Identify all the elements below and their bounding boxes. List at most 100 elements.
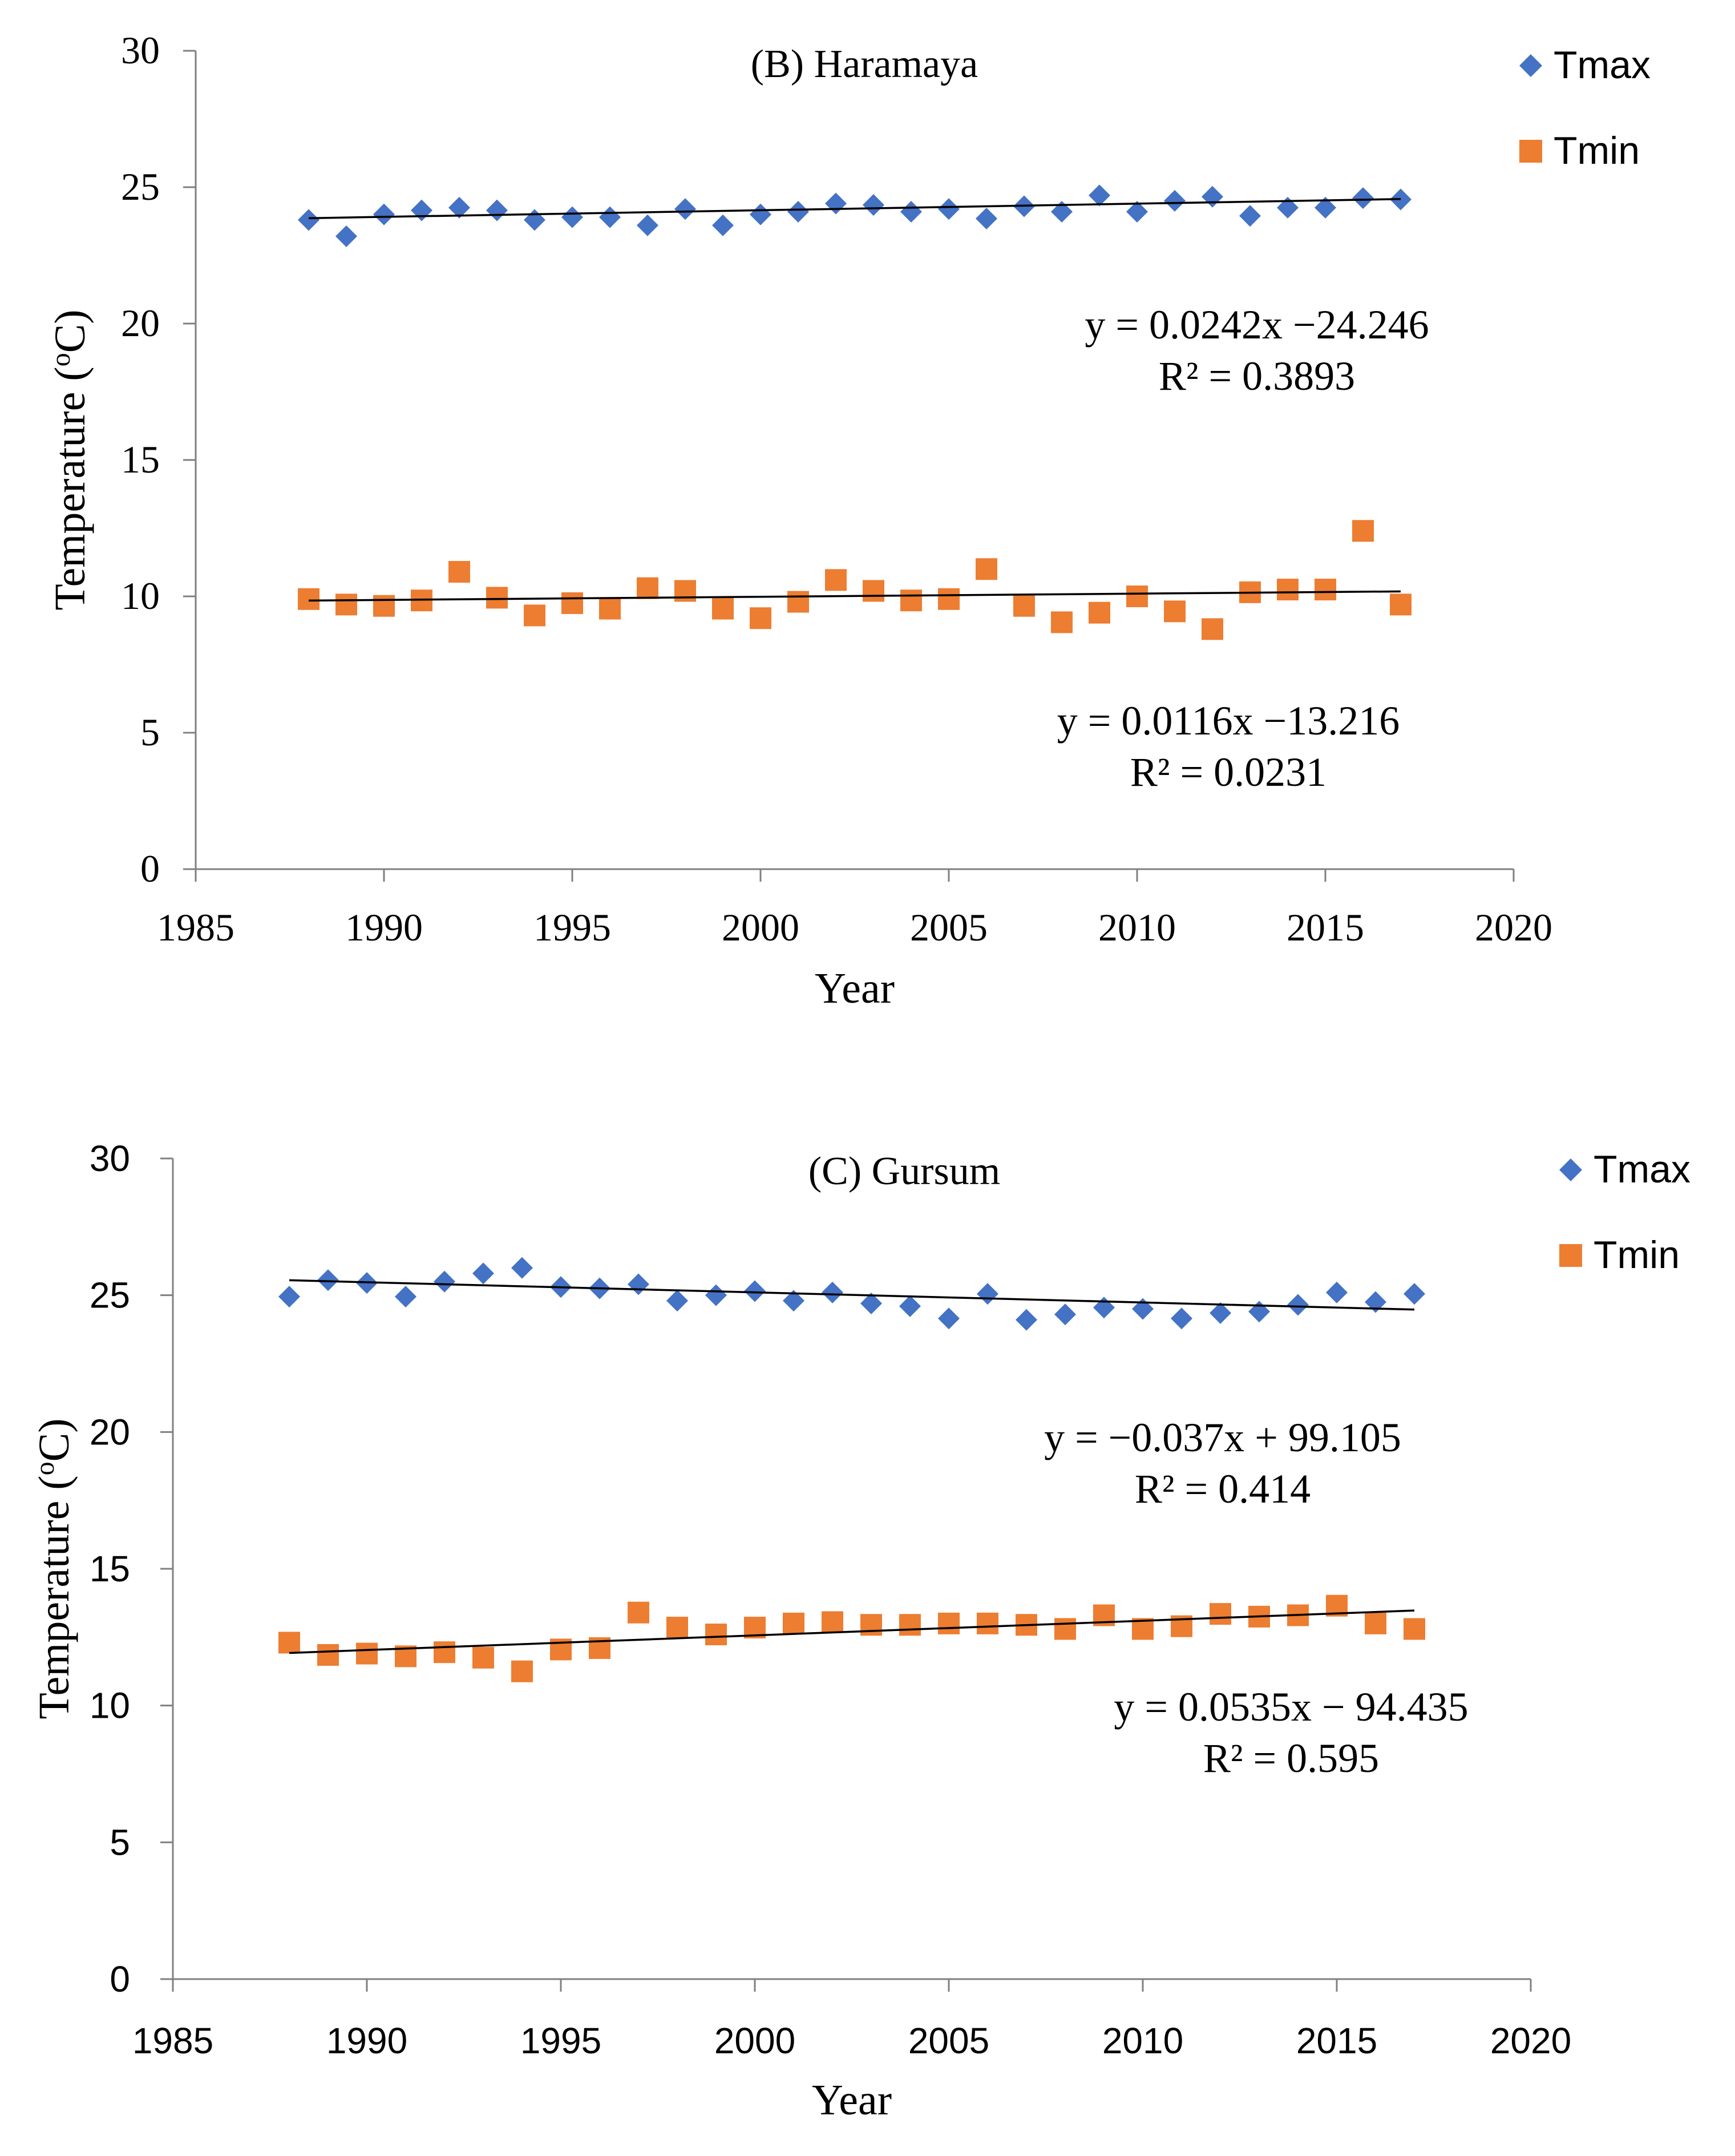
trend-r2-tmax: R² = 0.3893 bbox=[1159, 353, 1355, 399]
data-point-tmax bbox=[1202, 185, 1223, 208]
data-point-tmin bbox=[628, 1601, 649, 1624]
legend-marker-tmin bbox=[1519, 140, 1542, 163]
y-tick-label: 25 bbox=[121, 165, 160, 208]
data-point-tmax bbox=[1126, 201, 1148, 223]
data-point-tmin bbox=[705, 1624, 727, 1646]
legend-label-tmax: Tmax bbox=[1554, 43, 1651, 87]
data-point-tmax bbox=[860, 1293, 882, 1315]
data-point-tmax bbox=[1326, 1281, 1348, 1303]
data-point-tmax bbox=[411, 199, 432, 221]
data-point-tmin bbox=[938, 1612, 960, 1634]
y-tick-label: 5 bbox=[110, 1822, 130, 1863]
data-point-tmax bbox=[524, 209, 545, 231]
data-point-tmin bbox=[561, 592, 583, 614]
data-point-tmin bbox=[1315, 579, 1336, 601]
data-point-tmax bbox=[900, 201, 922, 223]
data-point-tmin bbox=[860, 1614, 882, 1636]
chart-title: (C) Gursum bbox=[808, 1149, 1000, 1193]
data-point-tmin bbox=[1051, 611, 1073, 633]
data-point-tmin bbox=[373, 595, 395, 617]
y-axis-title-superscript: o bbox=[30, 1461, 60, 1475]
chart-panel-2: 0 5 10 15 20 25 30 1985 1990 1995 2000 2005 2010 2015… bbox=[30, 1138, 1690, 2124]
series-tmax bbox=[278, 1257, 1425, 1331]
data-point-tmax bbox=[1089, 184, 1110, 207]
x-tick-label: 2020 bbox=[1490, 2020, 1571, 2061]
y-tick-label: 20 bbox=[90, 1411, 130, 1452]
y-axis-title-main: Temperature ( bbox=[30, 1475, 78, 1719]
data-point-tmax bbox=[1287, 1294, 1309, 1316]
trend-equation-tmin: y = 0.0535x − 94.435 bbox=[1114, 1684, 1468, 1730]
y-axis-title: Temperature (oC) bbox=[46, 309, 94, 610]
y-tick-label: 5 bbox=[140, 710, 160, 754]
data-point-tmin bbox=[977, 1612, 998, 1634]
data-point-tmin bbox=[938, 588, 960, 610]
data-point-tmax bbox=[899, 1295, 921, 1317]
legend-marker-tmax bbox=[1559, 1158, 1582, 1181]
data-point-tmax bbox=[298, 209, 320, 231]
x-tick-label: 1990 bbox=[326, 2020, 407, 2061]
data-point-tmax bbox=[637, 214, 658, 236]
trendline-tmin bbox=[289, 1609, 1415, 1654]
trendline-tmax bbox=[289, 1279, 1415, 1311]
y-axis-title-end: C) bbox=[46, 309, 94, 353]
data-point-tmin bbox=[1352, 520, 1374, 542]
data-point-tmin bbox=[712, 597, 734, 620]
data-point-tmax bbox=[1171, 1307, 1192, 1330]
data-point-tmax bbox=[561, 206, 583, 228]
data-point-tmax bbox=[825, 192, 847, 215]
x-tick-label: 2000 bbox=[714, 2020, 795, 2061]
data-point-tmax bbox=[1239, 205, 1261, 227]
data-point-tmin bbox=[783, 1612, 804, 1634]
data-point-tmin bbox=[822, 1611, 843, 1633]
y-axis-title: Temperature (oC) bbox=[30, 1418, 78, 1719]
data-point-tmax bbox=[787, 201, 809, 223]
data-point-tmin bbox=[1164, 600, 1186, 623]
data-point-tmin bbox=[317, 1644, 339, 1666]
data-point-tmax bbox=[1210, 1302, 1231, 1324]
data-point-tmax bbox=[705, 1284, 727, 1306]
x-tick-label: 1995 bbox=[533, 906, 611, 949]
trend-r2-tmax: R² = 0.414 bbox=[1135, 1466, 1311, 1512]
data-point-tmax bbox=[1352, 187, 1374, 209]
chart-panel-1: 0 5 10 15 20 25 30 1985 1990 1995 2000 2005 2010 2015… bbox=[46, 29, 1651, 1012]
series-tmin bbox=[278, 1594, 1425, 1682]
y-tick-label: 20 bbox=[121, 301, 160, 345]
y-tick-label: 30 bbox=[121, 29, 160, 72]
data-point-tmin bbox=[900, 590, 922, 612]
data-point-tmin bbox=[486, 587, 508, 609]
data-point-tmax bbox=[666, 1290, 688, 1312]
data-point-tmin bbox=[787, 591, 809, 613]
data-point-tmax bbox=[472, 1262, 494, 1285]
data-point-tmax bbox=[976, 207, 997, 229]
data-point-tmax bbox=[628, 1273, 649, 1295]
data-point-tmax bbox=[938, 1307, 960, 1330]
data-point-tmax bbox=[863, 194, 884, 216]
data-point-tmax bbox=[674, 198, 696, 220]
data-point-tmin bbox=[1089, 601, 1110, 624]
y-axis-title-main: Temperature ( bbox=[46, 366, 94, 610]
trend-equation-tmax: y = 0.0242x −24.246 bbox=[1085, 302, 1429, 348]
data-point-tmax bbox=[1016, 1309, 1037, 1331]
data-point-tmax bbox=[1277, 196, 1299, 219]
data-point-tmin bbox=[976, 558, 997, 580]
data-point-tmax bbox=[317, 1269, 339, 1291]
data-point-tmin bbox=[1390, 593, 1412, 616]
x-tick-label: 2005 bbox=[910, 906, 988, 949]
data-point-tmin bbox=[599, 597, 621, 620]
legend-marker-tmin bbox=[1559, 1244, 1582, 1267]
data-point-tmax bbox=[938, 198, 960, 220]
data-point-tmin bbox=[1054, 1618, 1076, 1640]
x-tick-label: 2000 bbox=[722, 906, 799, 949]
legend-marker-tmax bbox=[1519, 54, 1542, 77]
chart-title: (B) Haramaya bbox=[751, 42, 978, 86]
x-tick-label: 1995 bbox=[520, 2020, 601, 2061]
data-point-tmin bbox=[1210, 1603, 1231, 1625]
trend-r2-tmin: R² = 0.595 bbox=[1203, 1735, 1379, 1781]
x-tick-label: 1990 bbox=[345, 906, 423, 949]
data-point-tmax bbox=[434, 1270, 455, 1293]
data-point-tmax bbox=[335, 225, 357, 248]
data-point-tmax bbox=[1404, 1283, 1425, 1305]
data-point-tmin bbox=[472, 1646, 494, 1669]
data-point-tmin bbox=[750, 607, 771, 629]
